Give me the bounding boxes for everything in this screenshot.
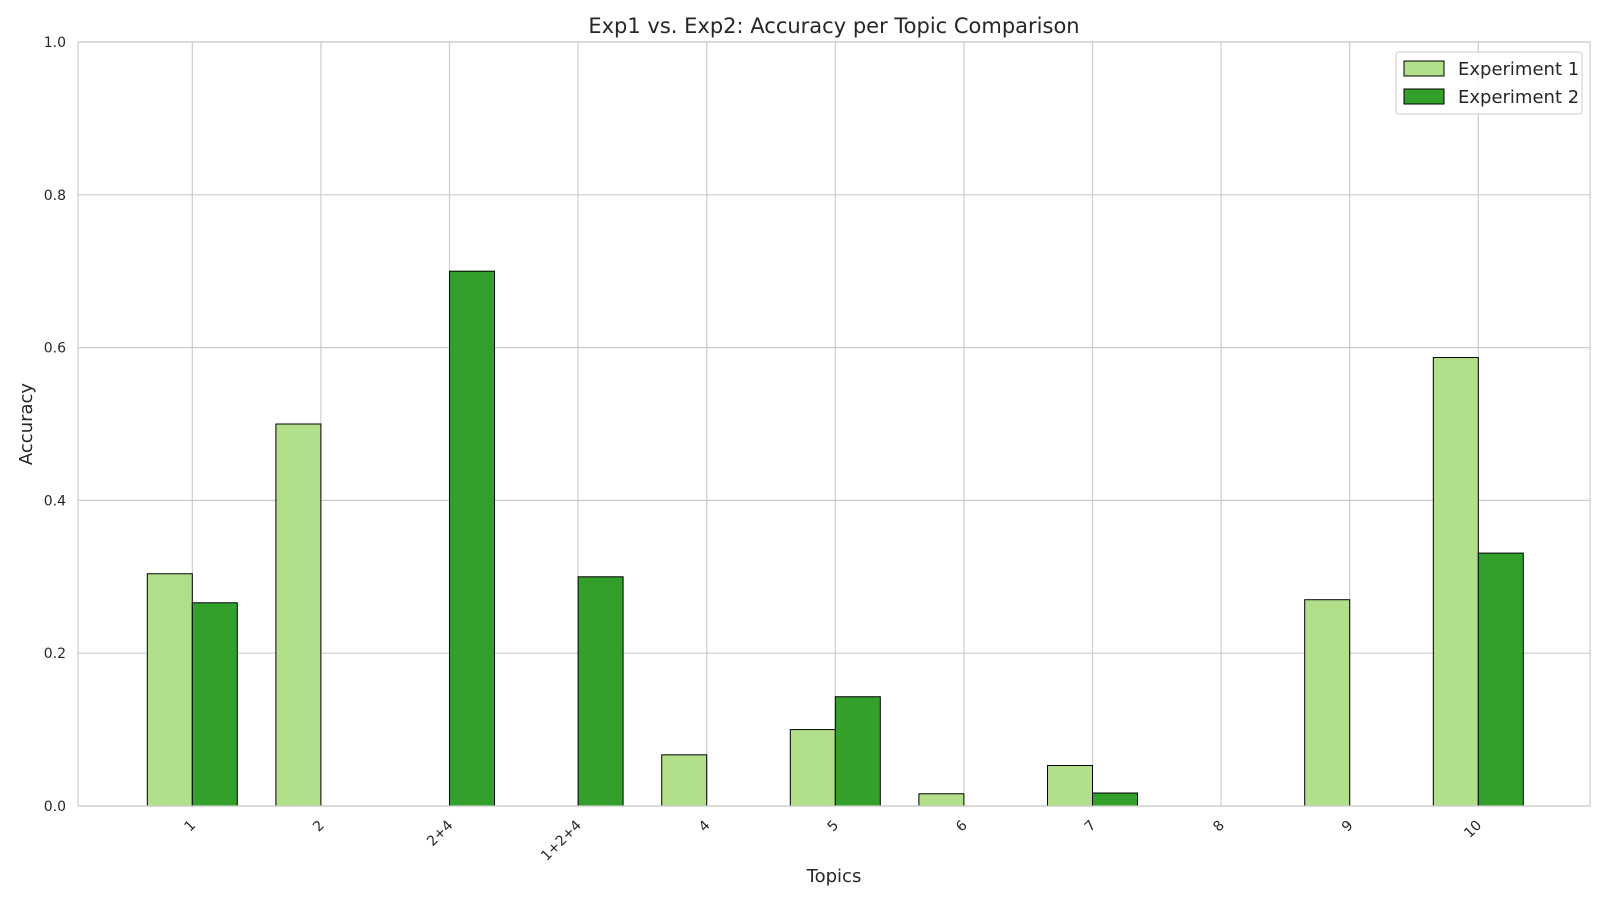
legend-swatch-experiment-1 <box>1403 60 1445 77</box>
bar-experiment-1-topic-7 <box>1047 765 1093 807</box>
grid <box>78 41 1590 807</box>
y-tick-label: 0.2 <box>44 646 66 662</box>
bar-experiment-2-topic-5 <box>834 696 881 807</box>
y-tick-label: 0.4 <box>44 493 66 509</box>
y-tick-label: 1.0 <box>44 35 66 51</box>
legend-swatch-experiment-2 <box>1403 88 1445 105</box>
bar-experiment-1-topic-9 <box>1304 599 1351 807</box>
bar-experiment-1-topic-4 <box>661 754 708 807</box>
bar-experiment-1-topic-1 <box>146 573 193 807</box>
bars <box>146 270 1524 807</box>
bar-experiment-1-topic-2 <box>275 423 322 807</box>
bar-experiment-1-topic-5 <box>789 729 836 807</box>
bar-experiment-2-topic-7 <box>1092 792 1138 807</box>
chart-title: Exp1 vs. Exp2: Accuracy per Topic Compar… <box>588 14 1079 38</box>
legend-label-experiment-1: Experiment 1 <box>1458 59 1579 80</box>
legend-label-experiment-2: Experiment 2 <box>1458 87 1579 108</box>
y-tick-label: 0.8 <box>44 188 66 204</box>
legend: Experiment 1 Experiment 2 <box>1395 51 1583 115</box>
y-tick-labels: 0.0 0.2 0.4 0.6 0.8 1.0 <box>44 35 66 815</box>
bar-experiment-2-topic-2-plus-4 <box>449 270 495 807</box>
plot-frame <box>77 41 1591 807</box>
bar-experiment-1-topic-6 <box>918 793 965 807</box>
bar-experiment-2-topic-10 <box>1477 552 1524 807</box>
y-tick-label: 0.0 <box>44 799 66 815</box>
bar-experiment-1-topic-10 <box>1432 357 1479 807</box>
y-tick-label: 0.6 <box>44 341 66 357</box>
x-axis-label: Topics <box>806 866 862 887</box>
bar-experiment-2-topic-1-plus-2-plus-4 <box>577 576 624 807</box>
y-axis-label: Accuracy <box>16 383 37 466</box>
bar-experiment-2-topic-1 <box>191 602 238 807</box>
